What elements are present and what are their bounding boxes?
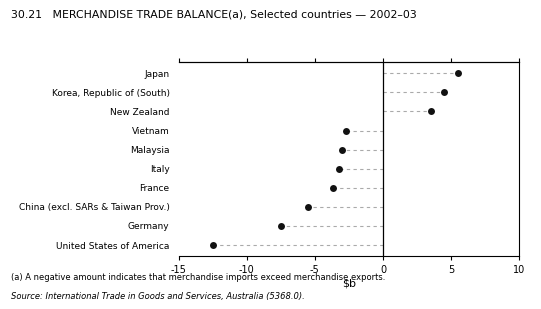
Point — [304, 204, 312, 209]
Point — [440, 90, 448, 95]
Point — [335, 166, 344, 171]
Point — [342, 128, 351, 133]
Point — [454, 71, 463, 76]
Text: 30.21   MERCHANDISE TRADE BALANCE(a), Selected countries — 2002–03: 30.21 MERCHANDISE TRADE BALANCE(a), Sele… — [11, 9, 417, 19]
Point — [328, 185, 337, 190]
Text: Source: International Trade in Goods and Services, Australia (5368.0).: Source: International Trade in Goods and… — [11, 292, 305, 301]
Text: (a) A negative amount indicates that merchandise imports exceed merchandise expo: (a) A negative amount indicates that mer… — [11, 273, 385, 282]
Point — [208, 243, 217, 248]
X-axis label: $b: $b — [342, 278, 356, 288]
Point — [276, 223, 285, 228]
Point — [338, 147, 346, 152]
Point — [426, 109, 435, 114]
